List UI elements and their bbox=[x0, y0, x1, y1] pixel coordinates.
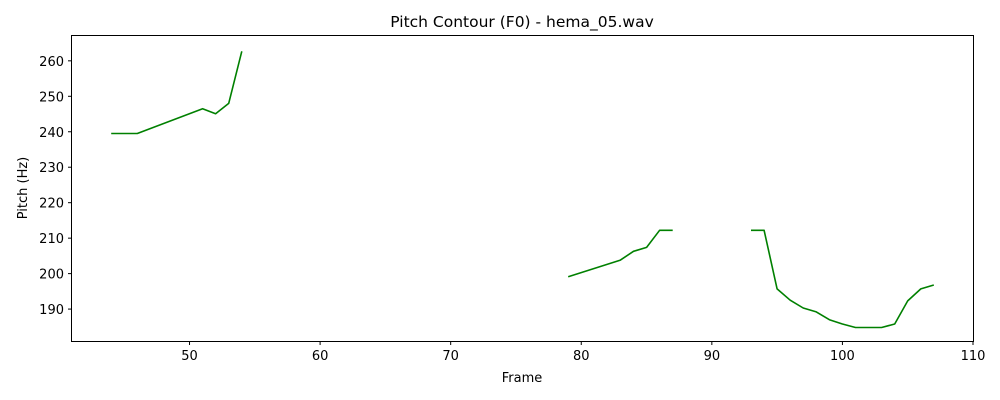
y-axis-label: Pitch (Hz) bbox=[16, 157, 31, 220]
x-tick-label: 70 bbox=[442, 349, 459, 364]
y-tick-label: 220 bbox=[39, 197, 64, 212]
y-tick-label: 200 bbox=[39, 268, 64, 283]
y-axis-ticks: 190 200 210 220 230 240 250 260 bbox=[39, 55, 72, 318]
y-tick-label: 260 bbox=[39, 55, 64, 70]
x-tick-label: 80 bbox=[573, 349, 590, 364]
y-tick-label: 250 bbox=[39, 90, 64, 105]
x-axis-label: Frame bbox=[502, 371, 543, 386]
chart-title: Pitch Contour (F0) - hema_05.wav bbox=[390, 13, 654, 32]
pitch-lines bbox=[111, 51, 935, 329]
x-tick-label: 50 bbox=[181, 349, 198, 364]
pitch-segment-2 bbox=[567, 229, 673, 278]
x-tick-label: 90 bbox=[704, 349, 721, 364]
x-tick-label: 100 bbox=[830, 349, 855, 364]
pitch-segment-1 bbox=[111, 51, 243, 135]
x-axis-ticks: 50 60 70 80 90 100 110 bbox=[181, 341, 985, 364]
x-tick-label: 110 bbox=[961, 349, 986, 364]
pitch-segment-3 bbox=[751, 229, 935, 329]
plot-frame bbox=[71, 35, 974, 342]
y-tick-label: 210 bbox=[39, 232, 64, 247]
y-tick-label: 240 bbox=[39, 126, 64, 141]
plot-area bbox=[71, 35, 974, 342]
y-tick-label: 190 bbox=[39, 303, 64, 318]
y-tick-label: 230 bbox=[39, 161, 64, 176]
x-tick-label: 60 bbox=[312, 349, 329, 364]
